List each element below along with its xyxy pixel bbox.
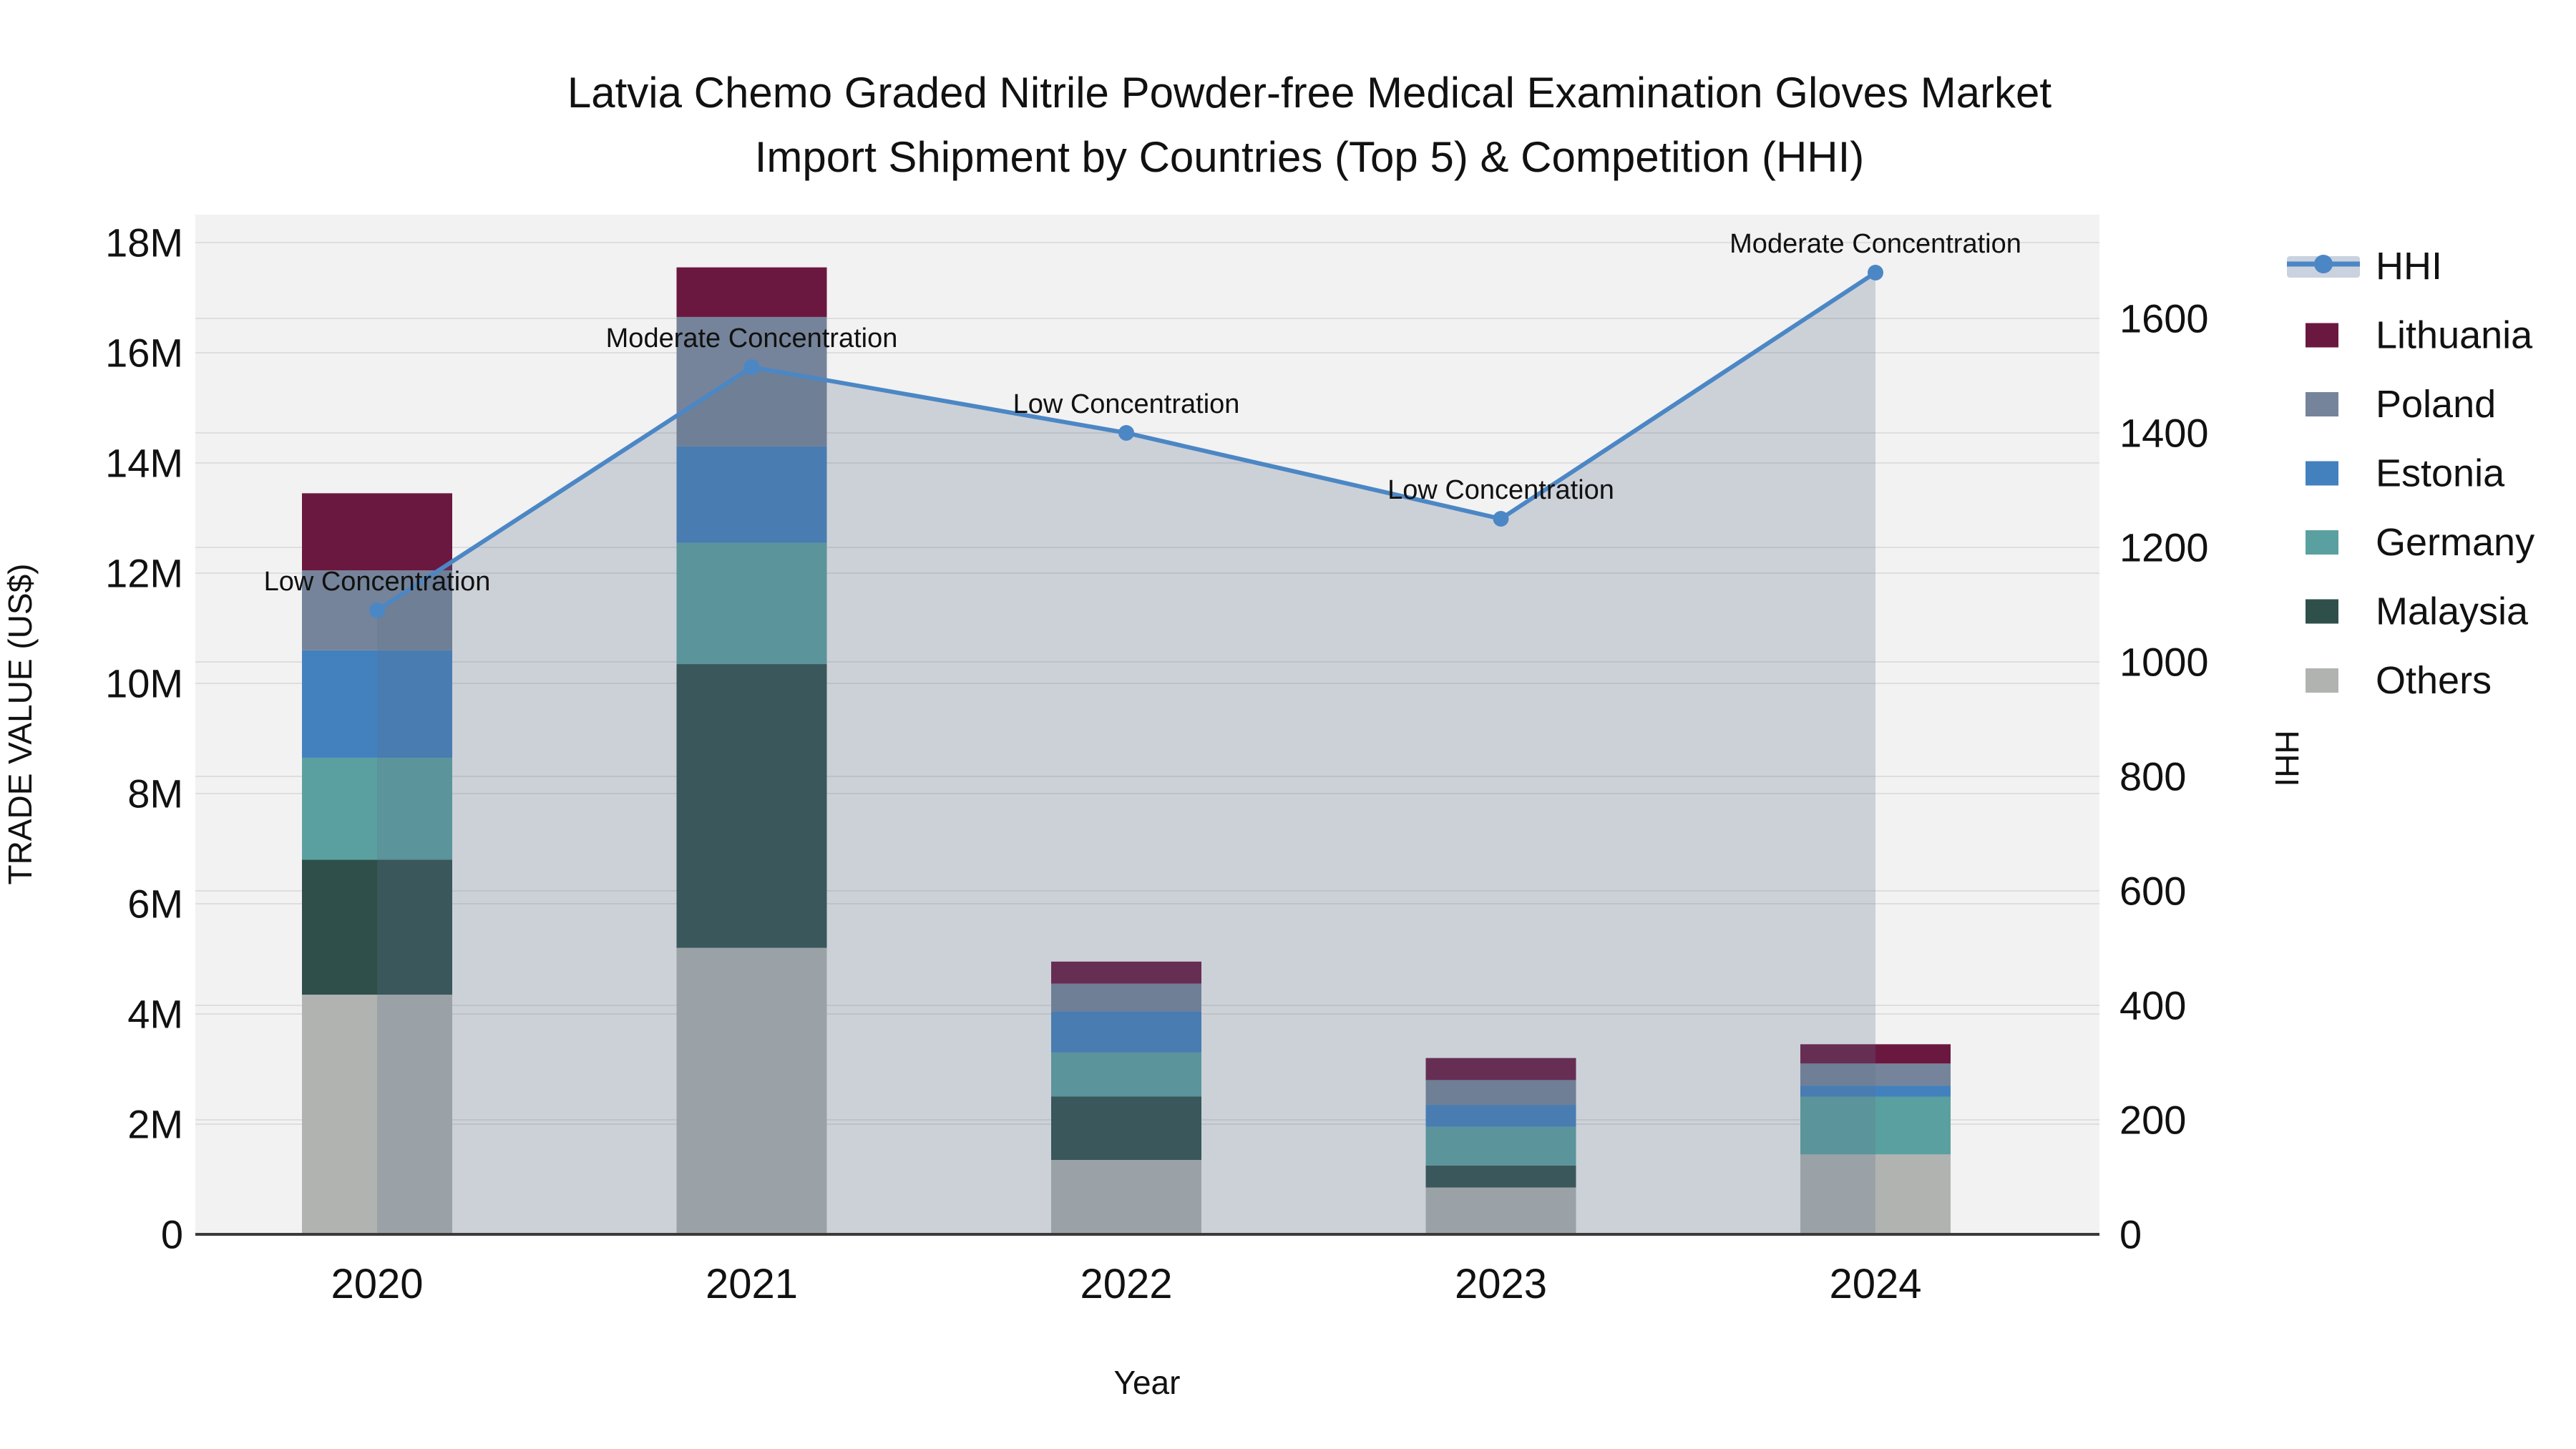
legend-label-poland: Poland	[2376, 383, 2496, 426]
bar-segment-2023-lithuania	[1425, 1058, 1576, 1080]
annotation-2020: Low Concentration	[264, 567, 491, 597]
y-left-tick-6M: 6M	[127, 882, 183, 927]
bar-segment-2022-others	[1051, 1160, 1201, 1234]
y-left-tick-14M: 14M	[105, 441, 183, 486]
bar-segment-2020-germany	[302, 757, 452, 860]
y-right-tick-800: 800	[2119, 754, 2186, 799]
y-left-tick-8M: 8M	[127, 771, 183, 816]
bar-segment-2020-lithuania	[302, 493, 452, 571]
annotation-2022: Low Concentration	[1013, 389, 1240, 419]
bar-segment-2023-others	[1425, 1187, 1576, 1234]
y-axis-title-left: TRADE VALUE (US$)	[1, 563, 39, 884]
y-left-tick-12M: 12M	[105, 551, 183, 596]
bar-segment-2020-others	[302, 995, 452, 1234]
y-right-tick-1600: 1600	[2119, 296, 2209, 341]
bar-segment-2024-poland	[1800, 1063, 1951, 1086]
y-left-tick-0: 0	[161, 1212, 183, 1257]
chart-title-line2: Import Shipment by Countries (Top 5) & C…	[755, 133, 1865, 181]
bar-segment-2022-malaysia	[1051, 1096, 1201, 1161]
y-right-tick-0: 0	[2119, 1212, 2142, 1257]
legend: HHI Lithuania Poland Estonia Germany Malaysia…	[2287, 245, 2534, 702]
bar-segment-2021-germany	[676, 542, 827, 665]
y-left-tick-10M: 10M	[105, 661, 183, 706]
bar-segment-2024-others	[1800, 1154, 1951, 1234]
bar-segment-2023-malaysia	[1425, 1165, 1576, 1188]
hhi-marker-2024	[1868, 265, 1883, 280]
legend-item-malaysia[interactable]: Malaysia	[2306, 590, 2529, 633]
legend-item-germany[interactable]: Germany	[2306, 521, 2534, 564]
hhi-marker-2021	[743, 359, 760, 375]
legend-swatch-lithuania	[2306, 323, 2338, 348]
legend-label-malaysia: Malaysia	[2376, 590, 2529, 633]
legend-swatch-malaysia	[2306, 599, 2338, 624]
legend-label-others: Others	[2376, 659, 2492, 702]
bar-segment-2020-malaysia	[302, 859, 452, 995]
bar-series	[302, 267, 1951, 1234]
bar-segment-2023-poland	[1425, 1080, 1576, 1106]
x-axis-title: Year	[1114, 1364, 1181, 1401]
annotation-2024: Moderate Concentration	[1729, 229, 2021, 259]
legend-label-lithuania: Lithuania	[2376, 313, 2533, 356]
hhi-marker-2023	[1493, 511, 1509, 527]
bar-segment-2022-germany	[1051, 1052, 1201, 1097]
legend-label-hhi: HHI	[2376, 245, 2442, 288]
y-right-tick-400: 400	[2119, 983, 2186, 1028]
legend-item-estonia[interactable]: Estonia	[2306, 452, 2505, 494]
legend-swatch-estonia	[2306, 461, 2338, 486]
legend-item-lithuania[interactable]: Lithuania	[2306, 313, 2533, 356]
bar-segment-2024-germany	[1800, 1096, 1951, 1155]
x-tick-2021: 2021	[706, 1261, 798, 1307]
bar-segment-2021-poland	[676, 316, 827, 447]
y-left-tick-4M: 4M	[127, 992, 183, 1037]
bar-segment-2023-germany	[1425, 1126, 1576, 1166]
legend-item-hhi[interactable]: HHI	[2287, 245, 2442, 288]
chart-title-line1: Latvia Chemo Graded Nitrile Powder-free …	[567, 69, 2052, 117]
legend-item-poland[interactable]: Poland	[2306, 383, 2496, 426]
hhi-marker-2022	[1118, 425, 1134, 441]
chart-root: Low Concentration Moderate Concentration L…	[105, 215, 2534, 1307]
y-right-tick-1400: 1400	[2119, 411, 2209, 456]
legend-item-others[interactable]: Others	[2306, 659, 2492, 702]
x-tick-2024: 2024	[1829, 1261, 1921, 1307]
y-left-tick-16M: 16M	[105, 331, 183, 376]
annotation-2021: Moderate Concentration	[606, 323, 898, 353]
y-right-tick-200: 200	[2119, 1098, 2186, 1143]
hhi-marker-2020	[369, 602, 385, 618]
legend-swatch-others	[2306, 668, 2338, 693]
bar-segment-2023-estonia	[1425, 1105, 1576, 1127]
annotation-2023: Low Concentration	[1387, 475, 1614, 505]
bar-segment-2022-lithuania	[1051, 961, 1201, 984]
legend-hhi-marker-sample	[2314, 255, 2333, 273]
bar-segment-2021-others	[676, 947, 827, 1234]
x-tick-2020: 2020	[331, 1261, 423, 1307]
y-right-tick-1000: 1000	[2119, 640, 2209, 685]
y-left-tick-2M: 2M	[127, 1102, 183, 1147]
bar-segment-2024-lithuania	[1800, 1044, 1951, 1064]
y-left-tick-18M: 18M	[105, 220, 183, 265]
y-right-tick-600: 600	[2119, 869, 2186, 914]
y-axis-title-right: HHI	[2268, 730, 2306, 786]
legend-label-germany: Germany	[2376, 521, 2534, 564]
bar-segment-2024-estonia	[1800, 1085, 1951, 1097]
x-tick-2022: 2022	[1080, 1261, 1172, 1307]
legend-swatch-germany	[2306, 530, 2338, 555]
bar-segment-2021-estonia	[676, 446, 827, 543]
hhi-area-fill	[377, 273, 1875, 1234]
legend-swatch-poland	[2306, 392, 2338, 416]
bar-segment-2021-malaysia	[676, 664, 827, 948]
y-right-tick-1200: 1200	[2119, 525, 2209, 570]
bar-segment-2022-estonia	[1051, 1011, 1201, 1053]
bar-segment-2022-poland	[1051, 983, 1201, 1012]
x-tick-2023: 2023	[1455, 1261, 1547, 1307]
bar-segment-2020-estonia	[302, 650, 452, 758]
bar-segment-2021-lithuania	[676, 267, 827, 317]
tick-labels: 0 2M 4M 6M 8M 10M 12M 14M 16M 18M 0 200 400 600 800 100…	[105, 220, 2209, 1307]
legend-label-estonia: Estonia	[2376, 452, 2505, 494]
